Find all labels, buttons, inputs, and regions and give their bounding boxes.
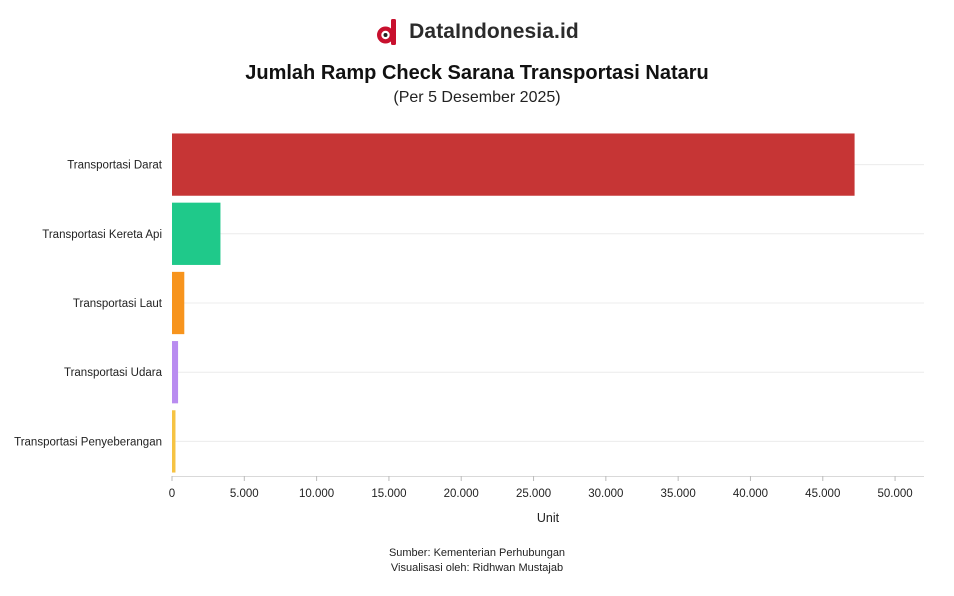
dataindonesia-logo-icon	[377, 19, 397, 45]
chart-subtitle: (Per 5 Desember 2025)	[393, 89, 561, 106]
chart-title: Jumlah Ramp Check Sarana Transportasi Na…	[245, 62, 709, 84]
brand-header: DataIndonesia.id	[0, 18, 954, 46]
x-tick-label: 35.000	[661, 488, 696, 500]
x-tick-label: 25.000	[516, 488, 551, 500]
y-tick-label: Transportasi Kereta Api	[42, 229, 162, 241]
x-tick-label: 15.000	[371, 488, 406, 500]
x-tick-label: 0	[169, 488, 175, 500]
y-tick-label: Transportasi Darat	[67, 160, 163, 172]
x-axis-label: Unit	[537, 511, 560, 525]
x-tick-label: 30.000	[588, 488, 623, 500]
bar[interactable]	[172, 271, 185, 335]
x-tick-label: 10.000	[299, 488, 334, 500]
source-note: Sumber: Kementerian Perhubungan	[388, 547, 566, 559]
bar-chart: Transportasi Darat Transportasi Kereta Ap…	[14, 133, 924, 525]
x-tick-label: 40.000	[733, 488, 768, 500]
visualized-by-note: Visualisasi oleh: Ridhwan Mustajab	[390, 562, 564, 574]
x-tick-label: 45.000	[805, 488, 840, 500]
bar[interactable]	[172, 133, 855, 196]
bar[interactable]	[172, 202, 221, 265]
y-tick-label: Transportasi Penyeberangan	[14, 436, 162, 448]
brand-name: DataIndonesia.id	[409, 20, 579, 43]
y-tick-label: Transportasi Udara	[64, 367, 163, 379]
chart-footer: Sumber: Kementerian Perhubungan Visualis…	[0, 546, 954, 576]
x-tick-label: 20.000	[444, 488, 479, 500]
x-tick-label: 50.000	[877, 488, 912, 500]
bar[interactable]	[172, 341, 179, 404]
x-tick-label: 5.000	[230, 488, 259, 500]
bar[interactable]	[172, 410, 176, 473]
y-tick-label: Transportasi Laut	[73, 298, 163, 310]
